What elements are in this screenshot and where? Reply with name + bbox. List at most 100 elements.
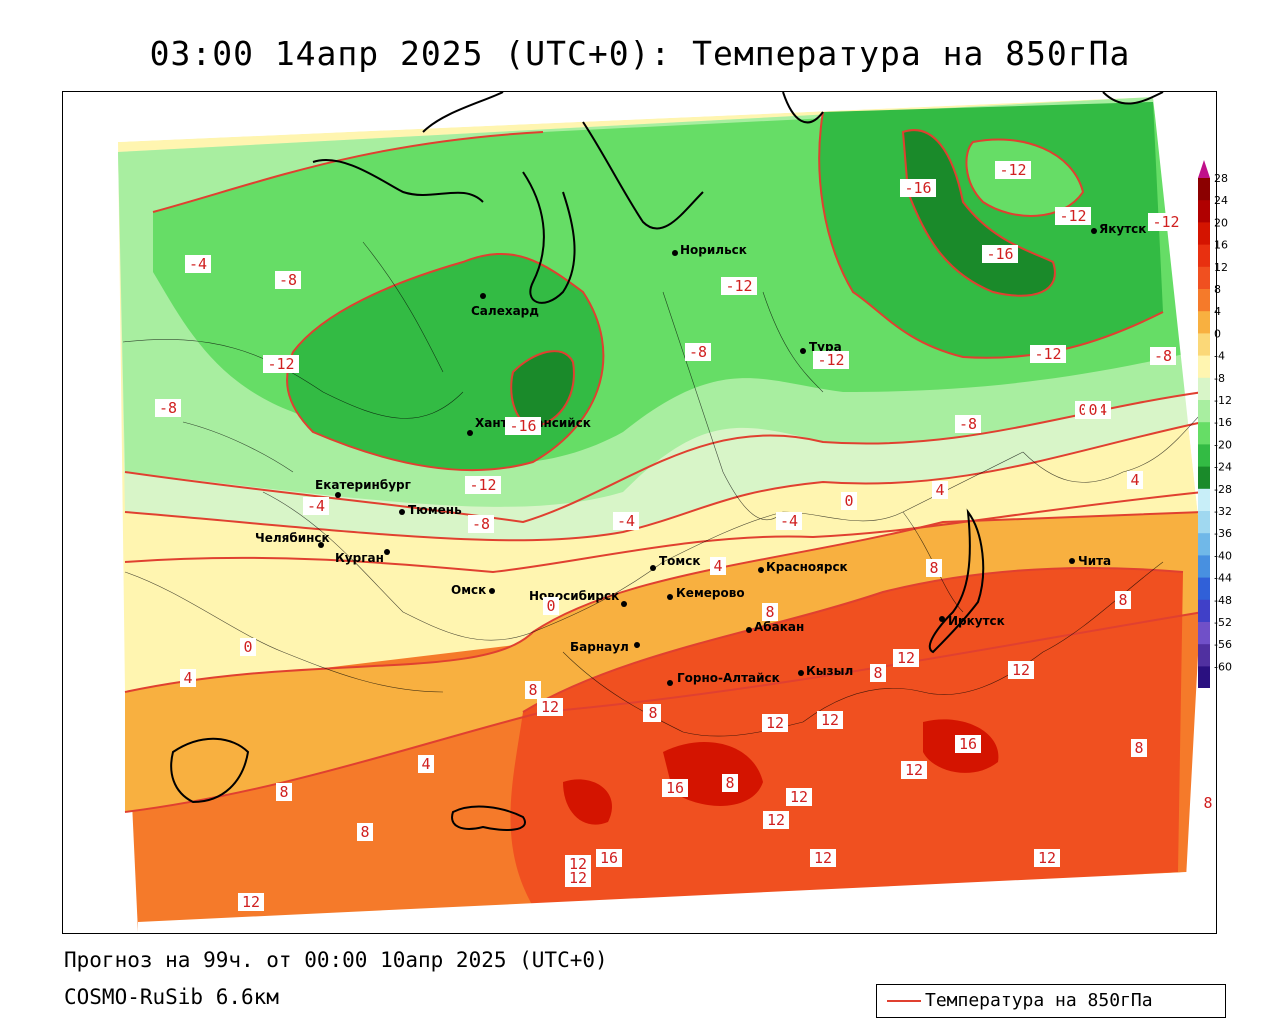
city-marker [621,601,627,607]
temperature-map: Салехард Норильск Якутск Тура Ханты-Манс… [62,91,1217,934]
isotherm-label: 12 [1008,661,1034,679]
isotherm-label: -12 [263,355,299,373]
isotherm-line [152,131,544,213]
isotherm-label: 8 [1115,591,1131,609]
isotherm-label-bg [275,271,301,289]
temperature-fields [63,92,1216,933]
city-marker [318,542,324,548]
band-plus16-c [563,779,612,825]
band-plus12-to-plus16 [510,568,1183,922]
isotherm-label-bg [762,714,788,732]
isotherm-label-bg [841,492,857,510]
city-chelyabinsk: Челябинск [255,531,330,548]
isotherm-label-bg [870,664,886,682]
colorbar-swatch [1198,666,1210,688]
region-borders [122,241,1204,737]
forecast-info: Прогноз на 99ч. от 00:00 10апр 2025 (UTC… [64,948,608,972]
isotherm-label-bg [155,399,181,417]
isotherm-label-text: 4 [1130,471,1139,489]
region-border [802,651,1044,723]
city-label: Иркутск [948,614,1005,628]
isotherm-label: 8 [926,559,942,577]
coastline [522,171,576,304]
isotherm-label-text: 12 [569,869,587,887]
colorbar-swatches [1198,160,1210,688]
city-marker [399,509,405,515]
colorbar-tick-label: -60 [1214,660,1232,673]
isotherm-label-bg [900,179,936,197]
isotherm-label: -12 [465,476,501,494]
colorbar-swatch [1198,289,1210,312]
band-minus20-to-minus16-west [511,351,574,427]
isotherm-label-text: -4 [780,512,798,530]
isotherm-label: 4 [710,557,726,575]
isotherm-label-text: 8 [929,559,938,577]
city-label: Курган [335,551,384,565]
isotherm-label-text: -4 [617,512,635,530]
isotherm-label-bg [180,669,196,687]
colorbar-swatch [1198,311,1210,334]
city-layer: Салехард Норильск Якутск Тура Ханты-Манс… [255,222,1146,686]
isotherm-label: -8 [155,399,181,417]
isotherm-label: -4 [303,497,329,515]
city-krasnoyarsk: Красноярск [758,560,848,574]
city-label: Новосибирск [529,589,619,603]
colorbar-tick-label: -44 [1214,572,1232,585]
isotherm-label: 12 [565,855,591,873]
isotherm-label-bg [1127,471,1143,489]
isotherm-line [510,350,575,429]
isotherm-label-bg [1148,213,1184,231]
legend-isotherm-swatch [887,1000,921,1002]
colorbar-tick-label: 16 [1214,239,1228,252]
isotherm-label-text: -4 [307,497,325,515]
city-marker [800,348,806,354]
city-label: Омск [451,583,486,597]
city-yakutsk: Якутск [1091,222,1146,236]
city-barnaul: Барнаул [570,640,640,654]
city-abakan: Абакан [746,620,804,634]
isotherm-label-bg [817,711,843,729]
isotherm-label-text: -16 [904,179,931,197]
isotherm-label-bg [762,603,778,621]
isotherm-label-text: 16 [600,849,618,867]
colorbar-swatch [1198,577,1210,601]
isotherm-label-bg [955,735,981,753]
isotherm-line [124,421,1204,542]
city-label: Томск [659,554,701,568]
isotherm-label-text: 4 [183,669,192,687]
isotherm-label-text: 12 [1012,661,1030,679]
isotherm-label: -8 [685,343,711,361]
isotherm-label-text: 0 [243,638,252,656]
isotherm-label-text: -16 [509,417,536,435]
map-title: 03:00 14апр 2025 (UTC+0): Температура на… [149,34,1131,73]
isotherm-label-bg [893,649,919,667]
isotherm-label-text: -8 [959,415,977,433]
isotherm-label: 4 [180,669,196,687]
city-label: Красноярск [766,560,848,574]
isotherm-label-text: 4 [935,481,944,499]
city-marker [798,670,804,676]
colorbar-ticks: 28 24 20 16 12 8 4 0 -4 -8 -12 -16 -20 -24 -28 -32 -36 -4… [1214,172,1232,673]
colorbar-top-arrow [1198,160,1210,178]
region-border [532,511,784,633]
city-omsk: Омск [451,583,495,597]
city-norilsk: Норильск [672,243,747,257]
region-border [124,571,444,693]
city-label: Тура [809,340,842,354]
isotherm-label-text: 8 [873,664,882,682]
colorbar-tick-label: 24 [1214,194,1228,207]
isotherm-label-bg [955,415,981,433]
colorbar-swatch [1198,466,1210,490]
colorbar-swatch [1198,355,1210,379]
colorbar-swatch [1198,222,1210,246]
city-tomsk: Томск [650,554,701,571]
city-marker [384,549,390,555]
isotherm-label-bg [418,755,434,773]
isotherm-label-bg [645,704,661,722]
isotherm-line [965,138,1085,217]
isotherm-label-bg [357,823,373,841]
isotherm-label-text: 12 [767,811,785,829]
isotherm-label-bg [1200,794,1216,812]
city-yekaterinburg: Екатеринбург [315,478,411,498]
isotherm-label-bg [1115,591,1131,609]
